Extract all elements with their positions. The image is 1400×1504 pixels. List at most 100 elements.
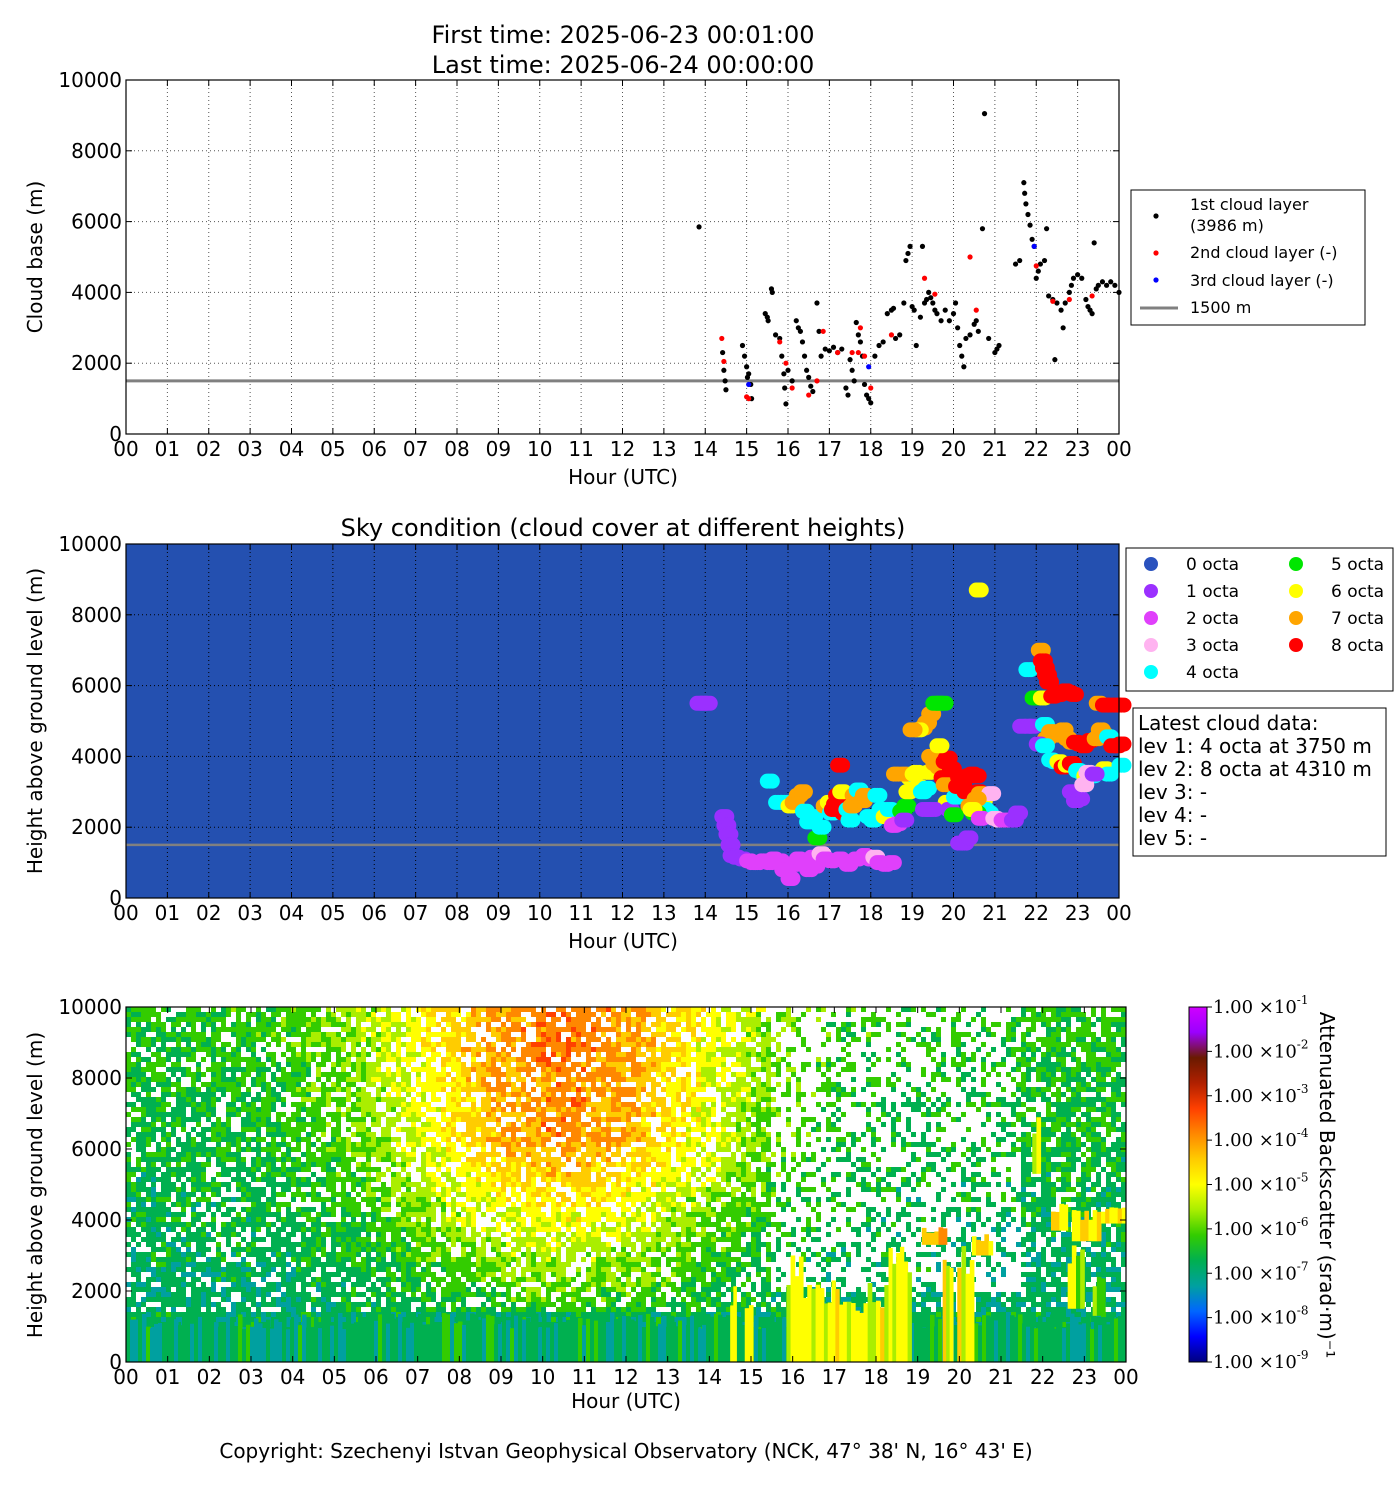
- backscatter-cell: [206, 1127, 211, 1132]
- backscatter-cell: [491, 1142, 496, 1147]
- backscatter-cell: [1121, 1052, 1126, 1057]
- backscatter-cell: [936, 1062, 941, 1067]
- backscatter-cell: [191, 1137, 196, 1142]
- backscatter-cell: [481, 1147, 486, 1152]
- backscatter-cell: [676, 1012, 681, 1017]
- sky-condition-x-tick-label: 04: [279, 901, 304, 925]
- backscatter-cell: [801, 1117, 806, 1122]
- backscatter-cell: [636, 1052, 641, 1057]
- backscatter-cell: [286, 1072, 291, 1077]
- backscatter-cell: [1081, 1047, 1086, 1052]
- backscatter-cell: [576, 1097, 581, 1102]
- backscatter-cell: [556, 1082, 561, 1087]
- backscatter-cell: [571, 1037, 576, 1042]
- backscatter-cell: [136, 1122, 141, 1127]
- backscatter-cell: [321, 1142, 326, 1147]
- backscatter-cell: [371, 1047, 376, 1052]
- backscatter-cell: [846, 1062, 851, 1067]
- backscatter-cell: [646, 1007, 651, 1012]
- backscatter-cell: [356, 1042, 361, 1047]
- backscatter-cell: [396, 1082, 401, 1087]
- backscatter-cell: [251, 1122, 256, 1127]
- cloud-base-x-tick-label: 15: [734, 437, 759, 461]
- backscatter-cell: [771, 1112, 776, 1117]
- backscatter-cell: [556, 1117, 561, 1122]
- backscatter-cell: [451, 1077, 456, 1082]
- backscatter-cell: [686, 1027, 691, 1032]
- backscatter-cell: [251, 1112, 256, 1117]
- backscatter-cell: [386, 1067, 391, 1072]
- backscatter-cell: [591, 1102, 596, 1107]
- legend-threshold-label: 1500 m: [1190, 298, 1251, 317]
- backscatter-cell: [681, 1112, 686, 1117]
- backscatter-cell: [766, 1047, 771, 1052]
- backscatter-cell: [1071, 1072, 1076, 1077]
- backscatter-cell: [166, 1102, 171, 1107]
- backscatter-cell: [796, 1137, 801, 1142]
- backscatter-cell: [331, 1037, 336, 1042]
- backscatter-cell: [691, 1007, 696, 1012]
- backscatter-cell: [611, 1112, 616, 1117]
- backscatter-cell: [1086, 1122, 1091, 1127]
- backscatter-cell: [801, 1092, 806, 1097]
- backscatter-cell: [361, 1077, 366, 1082]
- legend-marker-layer2: [1153, 250, 1158, 255]
- backscatter-cell: [346, 1097, 351, 1102]
- backscatter-cell: [671, 1032, 676, 1037]
- cloud-base-point-layer1: [953, 300, 958, 305]
- backscatter-cell: [1071, 1032, 1076, 1037]
- backscatter-cell: [636, 1042, 641, 1047]
- backscatter-cell: [176, 1067, 181, 1072]
- backscatter-cell: [746, 1117, 751, 1122]
- backscatter-cell: [431, 1087, 436, 1092]
- backscatter-cell: [571, 1117, 576, 1122]
- backscatter-cell: [1111, 1047, 1116, 1052]
- backscatter-cell: [636, 1047, 641, 1052]
- backscatter-cell: [736, 1142, 741, 1147]
- backscatter-cell: [1111, 1087, 1116, 1092]
- backscatter-cell: [541, 1132, 546, 1137]
- backscatter-cell: [741, 1007, 746, 1012]
- backscatter-cell: [786, 1067, 791, 1072]
- backscatter-cell: [511, 1112, 516, 1117]
- backscatter-cell: [626, 1117, 631, 1122]
- backscatter-cell: [516, 1077, 521, 1082]
- backscatter-cell: [766, 1122, 771, 1127]
- backscatter-cell: [736, 1077, 741, 1082]
- backscatter-cell: [606, 1132, 611, 1137]
- backscatter-cell: [366, 1017, 371, 1022]
- backscatter-cell: [1031, 1007, 1036, 1012]
- backscatter-cell: [336, 1047, 341, 1052]
- backscatter-cell: [746, 1082, 751, 1087]
- backscatter-cell: [586, 1007, 591, 1012]
- backscatter-cell: [291, 1092, 296, 1097]
- backscatter-cell: [286, 1022, 291, 1027]
- backscatter-cell: [316, 1122, 321, 1127]
- backscatter-cell: [1071, 1057, 1076, 1062]
- backscatter-cell: [696, 1102, 701, 1107]
- backscatter-cell: [301, 1017, 306, 1022]
- backscatter-cell: [621, 1142, 626, 1147]
- backscatter-cell: [796, 1027, 801, 1032]
- backscatter-cell: [201, 1107, 206, 1112]
- backscatter-cell: [1081, 1032, 1086, 1037]
- backscatter-cell: [451, 1102, 456, 1107]
- cloud-base-x-tick-label: 08: [444, 437, 469, 461]
- backscatter-cell: [251, 1062, 256, 1067]
- backscatter-cell: [446, 1117, 451, 1122]
- backscatter-cell: [406, 1027, 411, 1032]
- octa-legend-label-3: 3 octa: [1186, 636, 1239, 656]
- backscatter-cell: [1091, 1032, 1096, 1037]
- backscatter-cell: [241, 1072, 246, 1077]
- backscatter-cell: [616, 1097, 621, 1102]
- backscatter-cell: [986, 1112, 991, 1117]
- backscatter-cell: [486, 1057, 491, 1062]
- backscatter-cell: [311, 1122, 316, 1127]
- backscatter-cell: [246, 1022, 251, 1027]
- latest-lev2: lev 2: 8 octa at 4310 m: [1138, 757, 1372, 781]
- backscatter-cell: [536, 1017, 541, 1022]
- backscatter-cell: [271, 1137, 276, 1142]
- backscatter-cell: [356, 1017, 361, 1022]
- backscatter-cell: [706, 1132, 711, 1137]
- sky-condition-panel: Sky condition (cloud cover at different …: [23, 514, 1393, 953]
